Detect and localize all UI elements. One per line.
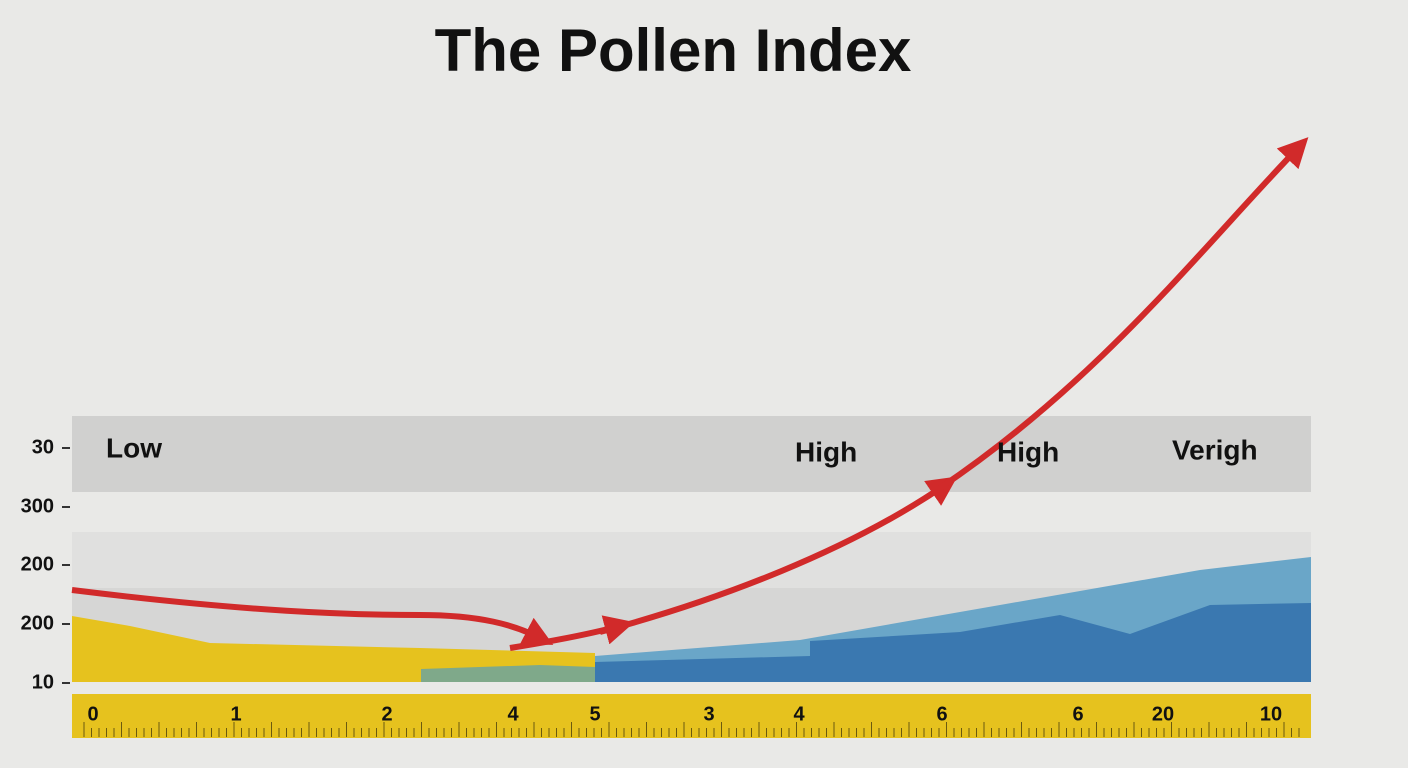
y-label: 10: [32, 671, 54, 693]
ruler-label: 10: [1260, 703, 1282, 725]
overlap-area: [421, 665, 595, 682]
ruler-label: 0: [87, 703, 98, 725]
y-label: 300: [21, 495, 54, 517]
red-arrow-rise: [599, 476, 958, 635]
red-arrow-left: [71, 587, 554, 645]
ruler-label: 5: [589, 703, 600, 725]
y-label: 200: [21, 553, 54, 575]
ruler-ticks: [83, 722, 1300, 737]
labels: 30 300 200 200 10 Low High High Verigh 0 1 2 4 5 3 4 6 6 2…: [21, 432, 1283, 725]
band-label: Low: [106, 432, 162, 463]
dark-blue-area: [595, 603, 1311, 682]
ruler-label: 6: [936, 703, 947, 725]
ruler-label: 1: [230, 703, 241, 725]
ruler-label: 4: [507, 703, 519, 725]
band-label: High: [795, 436, 857, 467]
band-label: Verigh: [1172, 434, 1258, 465]
top-band: [72, 416, 1311, 492]
ruler-label: 20: [1152, 703, 1174, 725]
mid-band: [72, 532, 1311, 588]
ruler-label: 6: [1072, 703, 1083, 725]
ruler-label: 2: [381, 703, 392, 725]
title: The Pollen Index: [435, 17, 912, 84]
band-label: High: [997, 436, 1059, 467]
ruler-label: 3: [703, 703, 714, 725]
y-label: 200: [21, 612, 54, 634]
y-label: 30: [32, 436, 54, 458]
ruler-label: 4: [793, 703, 805, 725]
red-arrow-top: [938, 137, 1309, 491]
yellow-area: [72, 616, 595, 682]
